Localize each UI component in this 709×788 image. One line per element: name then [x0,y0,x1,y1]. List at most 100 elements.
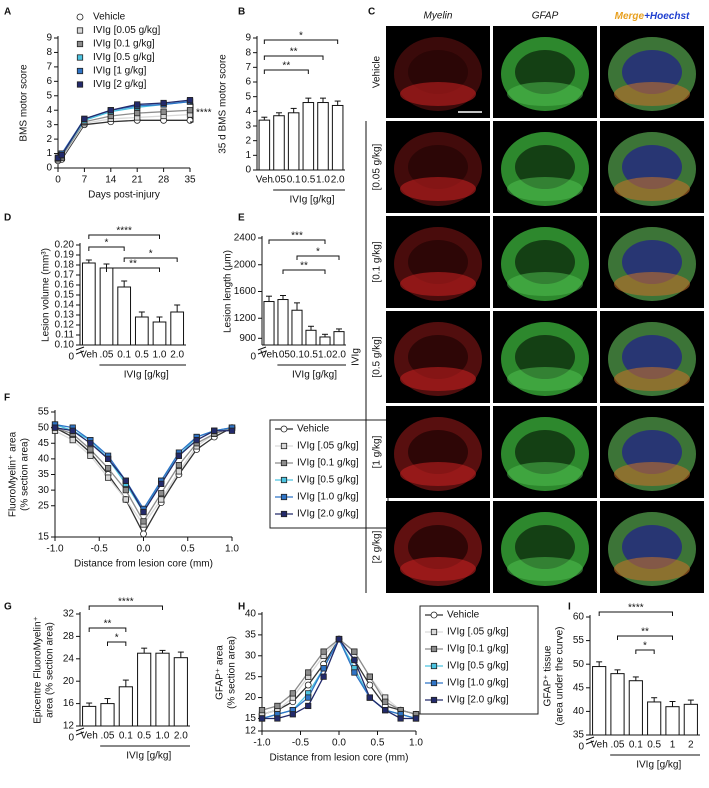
y-tick-label: 50 [573,659,585,670]
x-tick-label: 0.1 [290,350,304,361]
data-point [305,694,312,701]
x-axis-label: Days post-injury [88,190,160,201]
legend-label: IVIg [0.5 g/kg] [93,52,155,63]
legend-label: IVIg [0.5 g/kg] [447,661,509,672]
y-tick-label: 20 [245,692,257,703]
y-tick-label: 3 [245,121,251,132]
legend-label: Vehicle [93,12,126,23]
x-tick-label: 21 [132,175,144,186]
legend-marker [76,13,84,21]
x-tick-label: 1.0 [316,175,330,186]
bar [117,286,132,346]
white-matter-rim [507,177,583,201]
x-tick-label: 0.0 [137,544,151,555]
legend-marker [280,425,288,433]
y-tick-label: 0.12 [55,320,75,331]
significance-bracket [88,605,163,610]
axis-break [75,350,85,355]
significance-label: **** [196,108,212,119]
white-matter-rim [614,82,690,106]
data-point [122,487,129,494]
bar [173,657,188,727]
legend-label: Vehicle [297,424,330,435]
bar [610,673,625,736]
x-tick-label: .05 [272,175,286,186]
axis-break [257,346,267,351]
legend-marker [76,27,84,34]
significance-bracket [263,69,309,74]
significance-label: ** [641,627,649,638]
data-point [51,424,59,431]
column-header: GFAP [532,11,559,22]
y-axis-label: BMS motor score [19,64,30,142]
y-tick-label: 2400 [234,233,257,244]
x-tick-label: .05 [276,350,290,361]
y-tick-label: 1200 [234,313,257,324]
y-tick-label: 0.13 [55,310,75,321]
white-matter-rim [614,462,690,486]
bar [134,316,149,346]
x-tick-label: Veh [591,740,608,751]
white-matter-rim [614,177,690,201]
white-matter-rim [400,82,476,106]
y-tick-label: 5 [46,90,52,101]
significance-label: * [105,238,109,249]
significance-bracket [263,39,339,44]
series-line [261,638,417,715]
y-axis-label: GFAP⁺ tissue [543,645,554,706]
row-label: [2 g/kg] [372,530,383,563]
bar [628,680,643,736]
x-tick-label: 14 [105,175,117,186]
bar [152,321,167,346]
bar [277,299,289,346]
y-tick-label: 0.14 [55,300,75,311]
x-tick-label: .05 [101,731,115,742]
legend-label: IVIg [2 g/kg] [93,79,147,90]
x-tick-label: 2.0 [170,350,184,361]
significance-bracket [106,267,160,272]
significance-label: **** [118,597,134,608]
x-tick-label: -0.5 [292,738,310,749]
y-tick-label: 40 [573,706,585,717]
bar [302,102,315,171]
white-matter-rim [507,367,583,391]
x-axis-label: Distance from lesion core (mm) [74,559,213,570]
y-tick-label: 6 [46,76,52,87]
bar [592,666,607,736]
x-tick-label: -0.5 [91,544,109,555]
legend-label: IVIg [0.05 g/kg] [93,25,160,36]
y-tick-label: 35 [573,730,585,741]
x-tick-label: 0.5 [647,740,661,751]
legend-box [269,419,389,529]
data-point [69,437,76,444]
x-tick-label: 35 [184,175,196,186]
column-header: Merge+Hoechst [615,11,690,22]
y-tick-label: 0.20 [55,240,75,251]
y-tick-label: 0 [68,733,74,744]
y-tick-label: 35 [245,630,257,641]
data-point [58,151,65,159]
significance-bracket [88,234,160,239]
data-point [305,702,312,710]
y-tick-label: 2 [245,135,251,146]
bar [118,686,133,727]
significance-label: *** [291,231,303,242]
bar [155,652,170,727]
legend-marker [430,628,438,636]
y-tick-label: 0.11 [55,330,74,341]
y-tick-label: 7 [245,62,251,73]
data-point [289,690,296,697]
x-tick-label: 28 [158,175,170,186]
data-point [69,427,76,434]
x-tick-label: 1.0 [225,544,239,555]
legend-marker [280,442,288,450]
bar [263,301,275,346]
axis-break [75,731,85,736]
y-tick-label: 12 [63,721,75,732]
axis-break [257,350,267,355]
y-tick-label: 0 [250,352,256,363]
x-tick-label: 1 [670,740,676,751]
significance-label: ** [129,259,137,270]
x-tick-label: -1.0 [46,544,64,555]
